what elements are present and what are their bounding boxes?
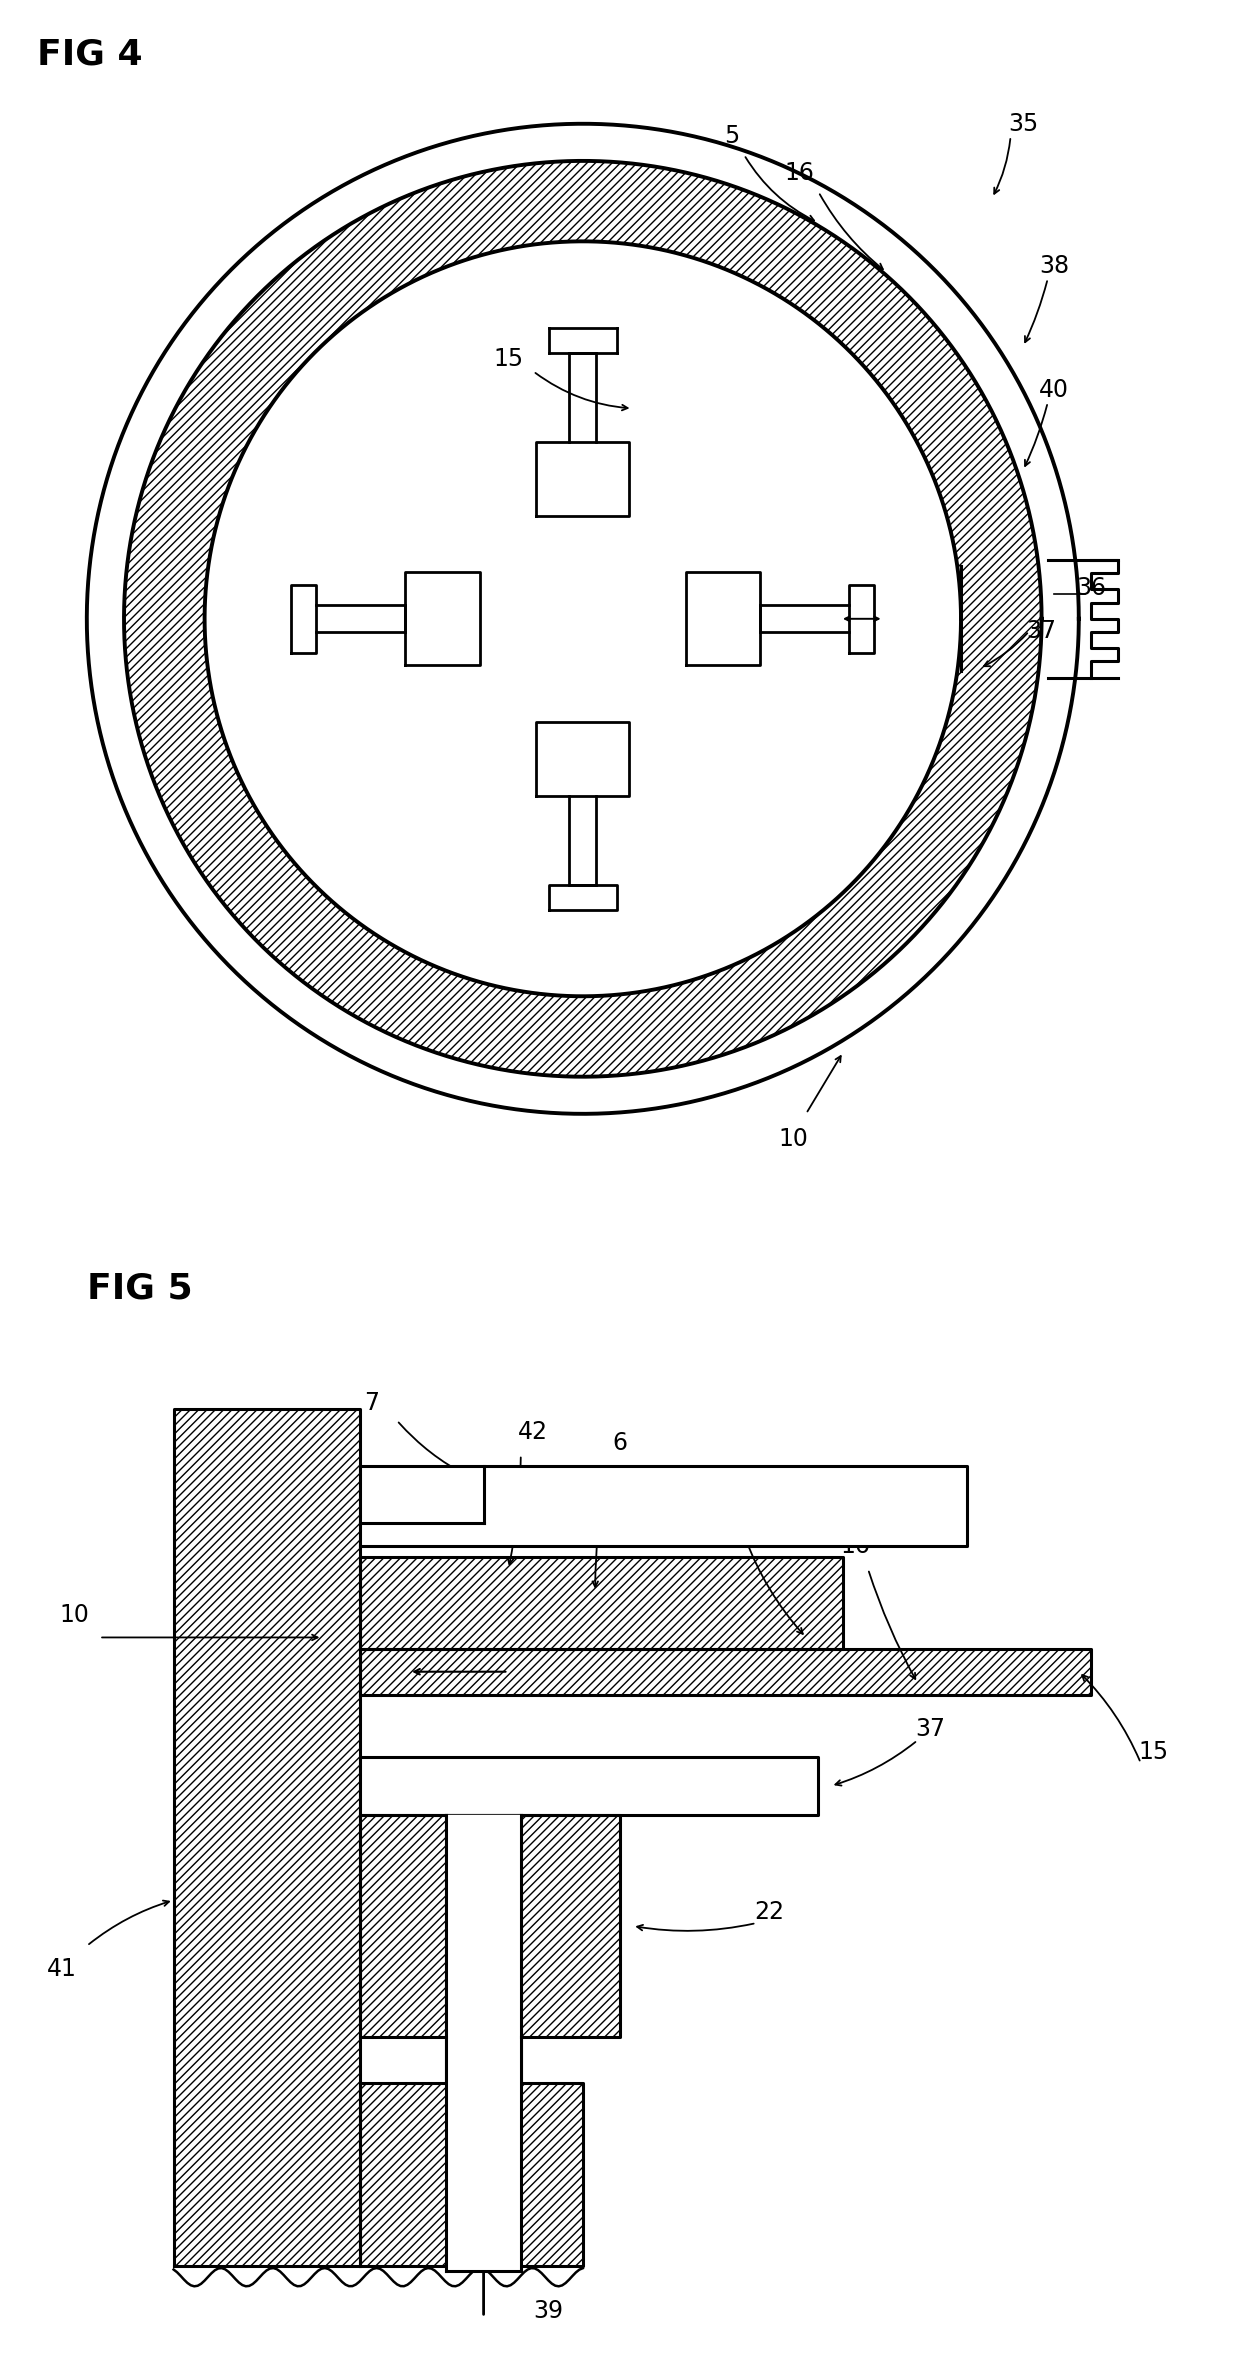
Text: 38: 38 [1039,255,1069,278]
Polygon shape [446,1814,521,2082]
Text: 39: 39 [533,2299,563,2323]
Text: 41: 41 [47,1956,77,1980]
Polygon shape [360,1756,818,1814]
Text: 16: 16 [841,1535,870,1559]
Text: 23: 23 [717,1499,746,1523]
Text: 42: 42 [518,1421,548,1445]
Text: 36: 36 [1076,576,1106,600]
Text: FIG 4: FIG 4 [37,38,143,71]
Polygon shape [446,2037,521,2271]
Text: 16: 16 [785,162,815,186]
Text: 22: 22 [754,1899,784,1923]
Text: FIG 5: FIG 5 [87,1271,192,1307]
Text: 40: 40 [1039,378,1069,402]
Text: 6: 6 [613,1430,627,1454]
Text: 37: 37 [915,1716,945,1740]
Polygon shape [360,1466,967,1547]
Text: 15: 15 [1138,1740,1168,1764]
Text: 7: 7 [365,1392,379,1416]
Text: 15: 15 [494,347,523,371]
Text: 37: 37 [1027,619,1056,643]
Text: 10: 10 [779,1126,808,1150]
Text: 5: 5 [724,124,739,148]
Text: 10: 10 [60,1602,89,1626]
Text: 35: 35 [1008,112,1038,136]
Polygon shape [446,1814,521,2037]
